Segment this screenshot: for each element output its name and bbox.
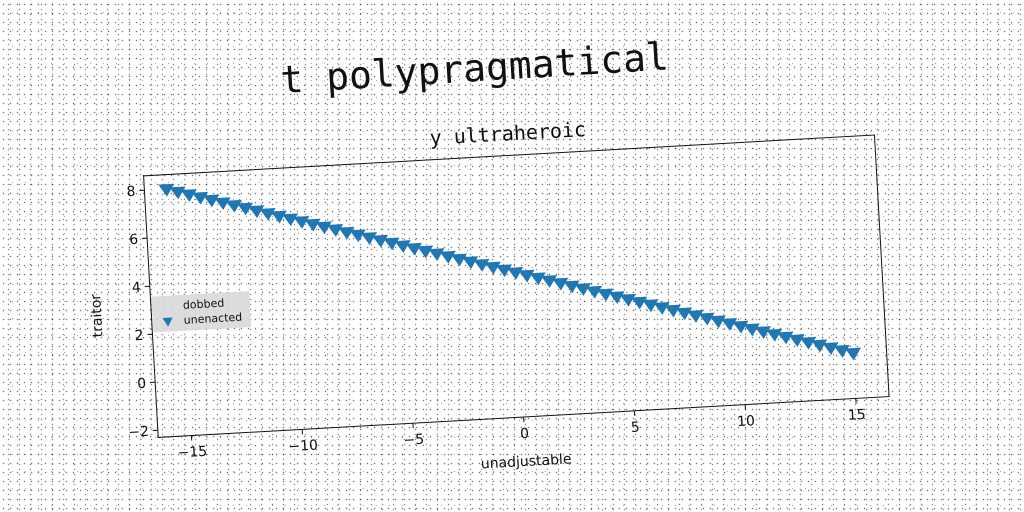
- data-point: [732, 320, 749, 334]
- data-point: [327, 224, 344, 237]
- y-tick-label: 0: [137, 376, 147, 392]
- data-point: [372, 234, 389, 248]
- data-point: [383, 237, 400, 251]
- data-point: [462, 256, 479, 270]
- series-unenacted: [158, 183, 862, 361]
- data-point: [158, 183, 175, 197]
- data-point: [676, 307, 693, 321]
- data-point: [541, 275, 558, 288]
- y-tick-label: 6: [129, 232, 139, 248]
- data-point: [709, 315, 726, 329]
- data-point: [743, 323, 760, 337]
- data-point: [259, 207, 276, 221]
- y-axis-label: traitor: [88, 293, 106, 338]
- data-point: [293, 215, 310, 229]
- data-point: [360, 232, 377, 245]
- data-point: [687, 309, 704, 323]
- data-point: [653, 301, 670, 315]
- data-point: [169, 186, 186, 200]
- data-point: [237, 202, 254, 216]
- legend-entry-unenacted: unenacted: [183, 311, 242, 327]
- data-point: [552, 277, 569, 291]
- legend: dobbed unenacted: [151, 291, 252, 333]
- data-point: [338, 226, 355, 240]
- data-point: [225, 199, 242, 213]
- y-tick-label: 4: [131, 280, 141, 296]
- data-point: [315, 221, 332, 235]
- data-point: [349, 229, 366, 243]
- x-tick-label: −10: [288, 438, 318, 456]
- y-axis-ticks: −2 0 2 4 6 8: [126, 184, 158, 441]
- data-point: [428, 248, 445, 262]
- data-point: [518, 269, 535, 283]
- data-point: [754, 326, 771, 339]
- data-point: [574, 283, 591, 296]
- data-point: [766, 328, 783, 342]
- data-point: [777, 331, 794, 345]
- data-point: [496, 264, 513, 278]
- x-axis-ticks: −15 −10 −5 0 5 10 15: [177, 398, 866, 461]
- data-point: [586, 285, 603, 299]
- data-point: [811, 339, 828, 353]
- data-point: [507, 267, 524, 280]
- data-point: [664, 304, 681, 318]
- x-tick-label: −5: [403, 432, 425, 449]
- data-point: [192, 191, 209, 205]
- data-point: [631, 296, 648, 310]
- data-point: [608, 291, 625, 305]
- data-point: [619, 293, 636, 307]
- legend-entry-dobbed: dobbed: [183, 297, 225, 312]
- x-tick-label: −15: [177, 444, 207, 462]
- data-point: [214, 197, 231, 211]
- data-point: [304, 218, 321, 232]
- x-tick-label: 0: [520, 426, 530, 442]
- data-point: [439, 250, 456, 264]
- data-point: [845, 347, 862, 361]
- data-point: [405, 242, 422, 256]
- data-point: [833, 344, 850, 358]
- x-tick-label: 15: [847, 407, 866, 424]
- data-point: [180, 189, 197, 202]
- data-point: [529, 272, 546, 286]
- y-tick-label: 2: [134, 328, 144, 344]
- x-tick-label: 10: [737, 413, 756, 430]
- y-tick-label: −2: [128, 424, 150, 441]
- data-point: [563, 280, 580, 294]
- plot-area-frame: [143, 134, 890, 438]
- data-point: [451, 253, 467, 267]
- x-axis-label: unadjustable: [480, 451, 571, 472]
- data-point: [248, 205, 265, 219]
- data-point: [788, 334, 805, 347]
- data-point: [721, 318, 738, 331]
- data-point: [800, 336, 816, 350]
- data-point: [822, 342, 839, 356]
- x-tick-label: 5: [630, 420, 640, 436]
- data-point: [473, 258, 490, 272]
- data-point: [484, 261, 501, 275]
- data-point: [642, 299, 659, 313]
- legend-box: [151, 291, 252, 333]
- data-point: [203, 194, 220, 208]
- y-tick-label: 8: [126, 184, 136, 200]
- legend-marker-unenacted: [162, 317, 173, 327]
- data-point: [282, 213, 299, 227]
- data-point: [698, 312, 715, 326]
- data-point: [394, 240, 411, 253]
- data-point: [597, 288, 614, 302]
- data-point: [417, 245, 434, 259]
- chart-title: y ultraheroic: [429, 117, 587, 150]
- data-point: [270, 210, 287, 224]
